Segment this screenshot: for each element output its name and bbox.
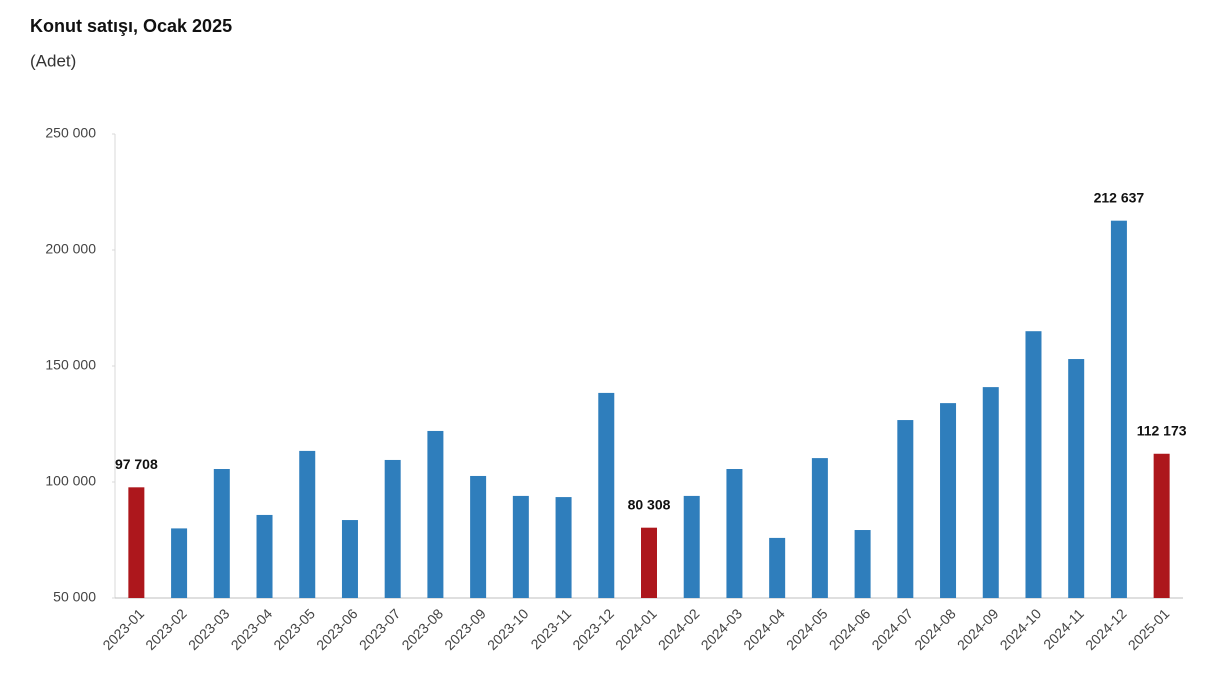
bar [512, 495, 529, 598]
x-tick-label: 2023-10 [484, 605, 532, 653]
x-tick-label: 2023-12 [569, 605, 617, 653]
chart-title: Konut satışı, Ocak 2025 [30, 16, 232, 36]
bar [128, 487, 145, 598]
bar [384, 459, 401, 598]
bar [811, 458, 828, 598]
bar [171, 528, 188, 598]
y-tick-label: 50 000 [53, 589, 96, 605]
x-tick-label: 2023-04 [228, 605, 276, 653]
bar [555, 497, 572, 598]
x-tick-label: 2023-06 [313, 605, 361, 653]
x-tick-label: 2024-02 [655, 605, 703, 653]
x-tick-label: 2023-01 [99, 605, 147, 653]
x-tick-label: 2024-10 [997, 605, 1045, 653]
x-tick-label: 2024-08 [911, 605, 959, 653]
x-tick-label: 2024-11 [1040, 605, 1087, 652]
y-tick-label: 200 000 [45, 241, 96, 257]
bar [854, 530, 871, 598]
bar [213, 469, 230, 598]
y-tick-label: 100 000 [45, 473, 96, 489]
bar [1025, 331, 1042, 598]
x-tick-label: 2024-07 [868, 605, 916, 653]
bar [1068, 359, 1085, 598]
x-tick-label: 2024-09 [954, 605, 1002, 653]
x-tick-label: 2024-05 [783, 605, 831, 653]
bar [982, 387, 999, 598]
bar [427, 430, 444, 598]
y-tick-label: 150 000 [45, 357, 96, 373]
bar [256, 514, 273, 598]
x-tick-label: 2025-01 [1125, 605, 1173, 653]
bar [470, 475, 487, 598]
x-tick-label: 2024-06 [826, 605, 874, 653]
bar [897, 420, 914, 598]
bar [1110, 220, 1127, 598]
value-label: 212 637 [1094, 189, 1145, 205]
x-tick-label: 2023-11 [527, 605, 574, 652]
bar [726, 469, 743, 598]
x-tick-label: 2024-04 [740, 605, 788, 653]
x-tick-label: 2024-03 [698, 605, 746, 653]
x-tick-label: 2023-02 [142, 605, 190, 653]
y-tick-label: 250 000 [45, 125, 96, 141]
x-tick-label: 2024-01 [612, 605, 660, 653]
chart-subtitle: (Adet) [30, 51, 76, 70]
x-tick-label: 2023-07 [356, 605, 404, 653]
value-label: 112 173 [1137, 422, 1187, 438]
bar [598, 392, 615, 598]
x-tick-label: 2024-12 [1082, 605, 1130, 653]
bar [683, 495, 700, 598]
bar [1153, 453, 1170, 598]
x-tick-label: 2023-05 [270, 605, 318, 653]
bar [769, 537, 786, 598]
value-label: 80 308 [628, 496, 671, 512]
bar [341, 520, 358, 598]
x-tick-label: 2023-03 [185, 605, 233, 653]
bar [641, 527, 657, 598]
bar [940, 403, 957, 598]
x-tick-label: 2023-09 [441, 605, 489, 653]
value-label: 97 708 [115, 456, 158, 472]
x-tick-label: 2023-08 [398, 605, 446, 653]
bar [299, 450, 316, 598]
